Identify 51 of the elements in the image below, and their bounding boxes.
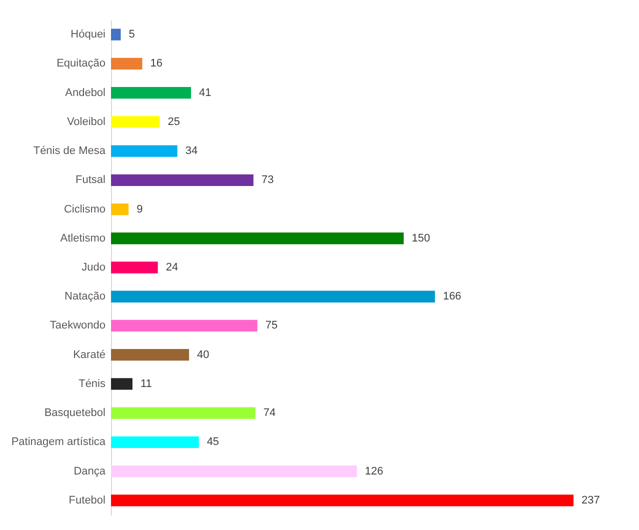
y-tick-label: Futsal: [76, 174, 106, 186]
bar: [111, 466, 357, 478]
bar: [111, 116, 160, 128]
bar: [111, 320, 258, 332]
bar: [111, 378, 132, 390]
data-label: 40: [197, 348, 210, 361]
y-tick-label: Ténis: [78, 378, 106, 390]
bar: [111, 145, 178, 157]
data-label: 150: [412, 232, 430, 244]
y-tick-label: Judo: [82, 262, 106, 274]
y-tick-label: Dança: [74, 465, 106, 478]
data-label: 34: [185, 145, 198, 158]
y-tick-label: Andebol: [65, 86, 106, 99]
y-tick-label: Natação: [64, 290, 106, 303]
data-label: 73: [261, 174, 274, 186]
y-tick-label: Voleibol: [66, 116, 106, 128]
data-label: 45: [206, 436, 220, 448]
y-tick-label: Basquetebol: [44, 407, 106, 420]
y-tick-label: Karaté: [73, 348, 106, 361]
bar: [111, 28, 121, 40]
data-label: 237: [582, 494, 600, 506]
bar: [111, 436, 199, 448]
data-label: 25: [168, 116, 180, 128]
data-label: 126: [364, 465, 384, 478]
bar: [111, 174, 254, 186]
data-label: 74: [263, 407, 276, 420]
data-label: 11: [140, 378, 152, 390]
y-tick-label: Ciclismo: [64, 203, 106, 216]
data-label: 9: [136, 203, 143, 216]
bar: [111, 203, 129, 216]
data-label: 166: [442, 290, 462, 303]
bar: [111, 349, 190, 361]
data-label: 75: [265, 320, 278, 332]
y-tick-label: Atletismo: [60, 232, 106, 244]
bar: [111, 262, 158, 274]
bar: [111, 494, 574, 506]
y-tick-label: Taekwondo: [50, 320, 106, 332]
y-tick-label: Patinagem artística: [11, 436, 106, 448]
bar: [111, 232, 404, 244]
bar: [111, 58, 142, 70]
bar: [111, 290, 435, 302]
data-label: 24: [166, 262, 178, 274]
data-label: 5: [128, 28, 135, 41]
bar: [111, 86, 192, 99]
y-tick-label: Equitação: [56, 58, 106, 70]
data-label: 41: [199, 86, 212, 99]
y-tick-label: Hóquei: [70, 28, 106, 41]
data-label: 16: [150, 58, 162, 70]
bar: [111, 407, 256, 419]
y-tick-label: Ténis de Mesa: [33, 145, 106, 158]
y-tick-label: Futebol: [68, 494, 106, 506]
